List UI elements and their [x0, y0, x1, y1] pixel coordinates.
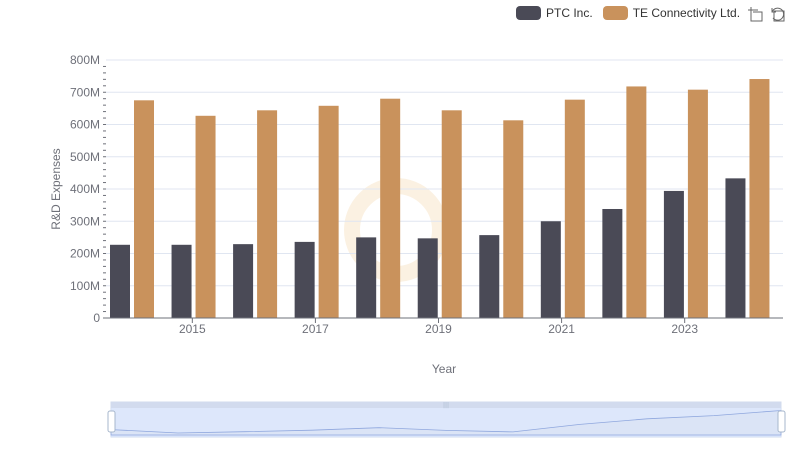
- bar-te-2023: [687, 89, 708, 318]
- slider-handle-right[interactable]: [777, 410, 786, 433]
- bar-te-2024: [749, 79, 770, 318]
- bar-te-2018: [380, 98, 401, 318]
- chart-toolbox: [747, 6, 791, 22]
- bar-te-2015: [195, 115, 216, 318]
- bar-ptc-2017: [294, 241, 315, 318]
- bar-ptc-2020: [479, 235, 500, 318]
- legend-label-te: TE Connectivity Ltd.: [632, 6, 741, 20]
- legend-label-ptc: PTC Inc.: [546, 6, 593, 20]
- y-tick-label: 800M: [70, 53, 100, 67]
- y-tick-label: 100M: [70, 279, 100, 293]
- y-tick-label: 300M: [70, 214, 100, 228]
- bar-ptc-2015: [171, 244, 192, 318]
- y-tick-label: 200M: [70, 247, 100, 261]
- y-tick-label: 700M: [70, 85, 100, 99]
- x-axis-title: Year: [431, 362, 457, 376]
- bar-te-2020: [503, 120, 524, 319]
- legend-swatch-ptc: [516, 6, 541, 20]
- bar-te-2016: [257, 110, 278, 318]
- y-tick-label: 500M: [70, 150, 100, 164]
- y-tick-label: 0: [93, 311, 100, 325]
- bar-ptc-2021: [540, 221, 561, 318]
- bar-ptc-2022: [602, 208, 623, 318]
- legend-item-te[interactable]: TE Connectivity Ltd.: [602, 6, 741, 20]
- x-tick-label: 2019: [425, 322, 452, 336]
- x-tick-label: 2015: [179, 322, 206, 336]
- x-axis: 2015 2017 2019 2021 2023: [106, 317, 783, 336]
- bar-ptc-2016: [233, 244, 254, 318]
- legend-item-ptc[interactable]: PTC Inc.: [516, 6, 593, 20]
- y-tick-label: 600M: [70, 118, 100, 132]
- x-tick-label: 2017: [302, 322, 329, 336]
- bar-ptc-2019: [417, 238, 438, 318]
- y-axis-ticks: 0 100M 200M 300M 400M 500M 600M 700M 800M: [70, 53, 106, 325]
- bar-te-2021: [564, 99, 585, 318]
- bar-ptc-2018: [356, 237, 377, 318]
- bar-te-2014: [134, 100, 154, 318]
- data-zoom-slider[interactable]: |||: [107, 401, 786, 438]
- zoom-icon[interactable]: [747, 6, 763, 22]
- restore-icon[interactable]: [769, 6, 785, 22]
- bar-ptc-2023: [663, 190, 684, 318]
- bar-te-2022: [626, 86, 647, 318]
- chart-legend: PTC Inc. TE Connectivity Ltd.: [516, 4, 750, 22]
- legend-swatch-te: [602, 6, 628, 20]
- bar-ptc-2014: [110, 244, 130, 318]
- bars: [110, 79, 770, 319]
- slider-top-bar[interactable]: [111, 402, 781, 408]
- svg-text:|||: |||: [443, 402, 449, 409]
- x-tick-label: 2021: [548, 322, 575, 336]
- bar-te-2019: [441, 110, 462, 318]
- bar-ptc-2024: [725, 178, 746, 318]
- y-axis-title: R&D Expenses: [49, 148, 63, 230]
- x-tick-label: 2023: [671, 322, 698, 336]
- bar-te-2017: [318, 105, 339, 318]
- y-tick-label: 400M: [70, 182, 100, 196]
- slider-handle-left[interactable]: [107, 410, 116, 433]
